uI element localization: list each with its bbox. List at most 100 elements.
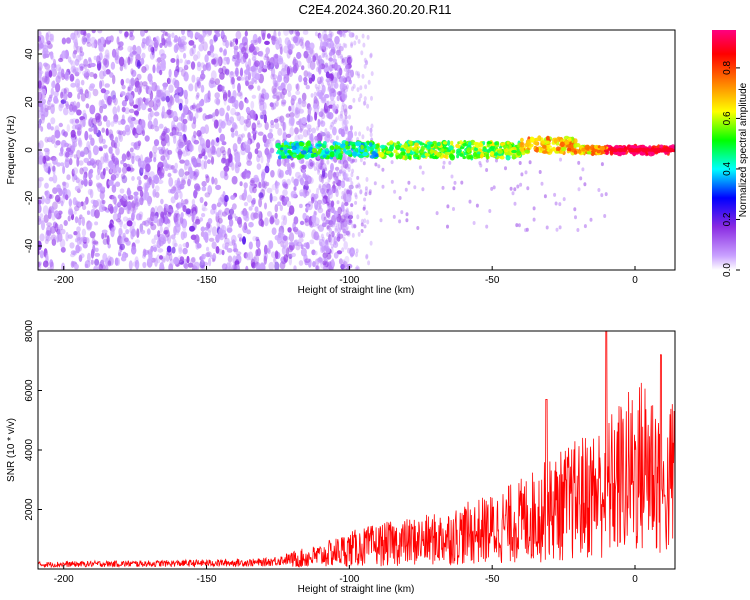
- heatmap-cell: [589, 217, 593, 222]
- heatmap-cell: [154, 257, 158, 267]
- heatmap-cell: [479, 153, 484, 159]
- heatmap-cell: [171, 246, 176, 254]
- heatmap-cell: [349, 125, 353, 131]
- heatmap-cell: [221, 150, 227, 156]
- heatmap-cell: [450, 174, 454, 179]
- heatmap-cell: [559, 141, 565, 148]
- heatmap-cell: [151, 238, 156, 245]
- heatmap-cell: [256, 120, 261, 125]
- heatmap-cell: [242, 236, 246, 245]
- heatmap-cell: [70, 253, 75, 258]
- heatmap-cell: [186, 59, 191, 65]
- heatmap-cell: [393, 149, 398, 154]
- heatmap-cell: [92, 199, 97, 206]
- heatmap-cell: [276, 74, 283, 83]
- heatmap-cell: [346, 72, 350, 78]
- heatmap-cell: [319, 241, 323, 247]
- heatmap-cell: [125, 78, 130, 84]
- heatmap-cell: [48, 194, 54, 200]
- heatmap-cell: [358, 154, 365, 159]
- heatmap-cell: [577, 160, 581, 165]
- heatmap-cell: [321, 222, 327, 228]
- heatmap-cell: [333, 119, 337, 125]
- heatmap-cell: [363, 197, 367, 202]
- heatmap-cell: [364, 84, 368, 90]
- heatmap-cell: [552, 146, 556, 152]
- heatmap-cell: [243, 141, 249, 149]
- heatmap-cell: [115, 181, 121, 187]
- heatmap-cell: [182, 112, 186, 118]
- heatmap-cell: [323, 141, 327, 146]
- heatmap-cell: [321, 245, 326, 252]
- heatmap-cell: [110, 227, 115, 238]
- heatmap-cell: [296, 83, 300, 92]
- heatmap-cell: [342, 259, 346, 265]
- heatmap-cell: [418, 165, 422, 170]
- heatmap-cell: [210, 156, 215, 165]
- heatmap-cell: [362, 151, 368, 157]
- heatmap-cell: [393, 189, 397, 194]
- heatmap-cell: [90, 62, 96, 68]
- heatmap-cell: [80, 93, 86, 102]
- heatmap-cell: [200, 254, 205, 263]
- heatmap-cell: [41, 41, 47, 50]
- heatmap-cell: [300, 150, 307, 155]
- heatmap-cell: [54, 210, 59, 219]
- heatmap-cell: [365, 253, 369, 259]
- heatmap-cell: [173, 38, 178, 43]
- heatmap-cell: [250, 100, 255, 110]
- heatmap-cell: [335, 177, 339, 183]
- heatmap-cell: [272, 94, 278, 99]
- heatmap-cell: [360, 144, 364, 150]
- heatmap-cell: [200, 126, 206, 134]
- heatmap-cell: [345, 207, 349, 213]
- heatmap-cell: [286, 178, 292, 186]
- heatmap-cell: [64, 182, 69, 189]
- heatmap-cell: [226, 248, 233, 253]
- heatmap-cell: [268, 261, 275, 270]
- heatmap-cell: [346, 56, 352, 65]
- heatmap-cell: [252, 235, 258, 242]
- heatmap-cell: [165, 127, 170, 134]
- heatmap-cell: [89, 189, 94, 199]
- heatmap-cell: [121, 255, 127, 262]
- heatmap-cell: [345, 162, 349, 167]
- heatmap-cell: [68, 206, 73, 214]
- heatmap-cell: [45, 32, 49, 42]
- heatmap-cell: [194, 234, 200, 245]
- heatmap-cell: [330, 31, 334, 37]
- heatmap-cell: [238, 100, 244, 111]
- heatmap-cell: [179, 159, 185, 164]
- heatmap-cell: [206, 64, 212, 72]
- heatmap-cell: [334, 144, 339, 150]
- heatmap-cell: [351, 168, 355, 174]
- heatmap-cell: [351, 223, 355, 229]
- heatmap-cell: [258, 211, 263, 221]
- heatmap-cell: [232, 248, 239, 253]
- heatmap-cell: [335, 222, 339, 228]
- heatmap-cell: [127, 116, 133, 123]
- heatmap-cell: [317, 207, 324, 214]
- heatmap-cell: [63, 92, 68, 101]
- heatmap-cell: [179, 183, 185, 190]
- heatmap-cell: [300, 159, 305, 164]
- heatmap-cell: [250, 258, 255, 268]
- heatmap-cell: [524, 149, 530, 154]
- heatmap-cell: [209, 44, 215, 53]
- heatmap-cell: [215, 98, 221, 106]
- heatmap-cell: [261, 32, 266, 41]
- heatmap-cell: [355, 248, 359, 254]
- heatmap-cell: [318, 185, 322, 191]
- heatmap-cell: [277, 54, 282, 60]
- heatmap-cell: [147, 257, 153, 263]
- heatmap-cell: [323, 265, 327, 270]
- heatmap-cell: [42, 205, 49, 215]
- heatmap-cell: [264, 217, 269, 227]
- heatmap-cell: [182, 205, 187, 212]
- heatmap-cell: [342, 177, 346, 183]
- heatmap-cell: [318, 183, 322, 189]
- heatmap-cell: [257, 85, 261, 91]
- heatmap-cell: [47, 43, 53, 49]
- heatmap-cell: [249, 179, 255, 186]
- heatmap-cell: [84, 263, 89, 268]
